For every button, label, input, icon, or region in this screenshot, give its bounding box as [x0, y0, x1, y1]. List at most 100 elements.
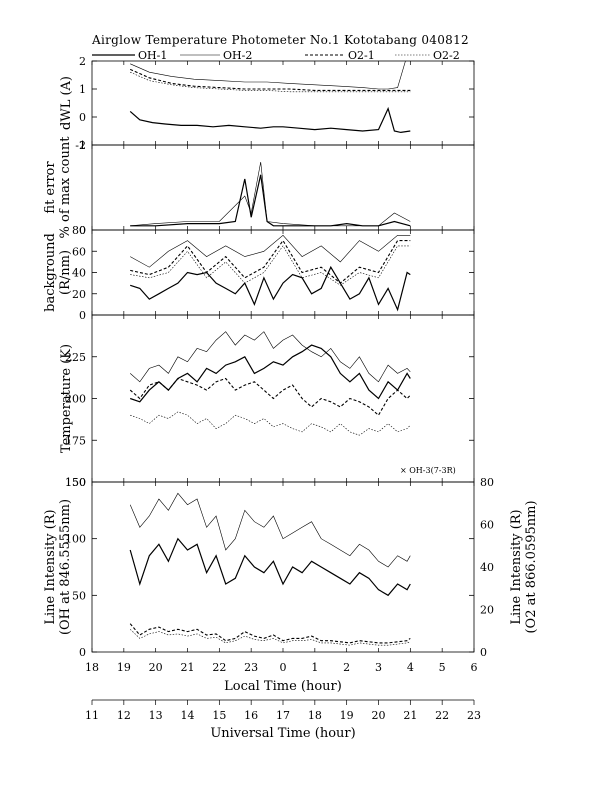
series-line-oh-2 — [130, 161, 411, 227]
local-time-tick-label: 2 — [343, 661, 350, 674]
local-time-tick-label: 21 — [181, 661, 195, 674]
series-line-o2-1 — [129, 377, 411, 417]
ut-tick-label: 18 — [308, 709, 322, 722]
y-tick-label: 80 — [72, 224, 86, 237]
y-axis-label: % of max count — [58, 136, 73, 239]
series-group — [129, 331, 411, 436]
chart-title: Airglow Temperature Photometer No.1 Koto… — [91, 33, 469, 47]
series-group — [130, 234, 411, 312]
ut-tick-label: 15 — [212, 709, 226, 722]
series-line-o2-2 — [130, 71, 411, 93]
y-tick-label: 20 — [72, 288, 86, 301]
series-line-oh-1 — [129, 106, 411, 134]
panel-frame — [91, 60, 475, 146]
series-line-o2-2 — [130, 411, 411, 436]
ut-tick-label: 12 — [117, 709, 131, 722]
y-tick-label: 100 — [65, 533, 86, 546]
panel-temp: 225 200 175 150 Temperature (K) × OH-3(7-3R) — [59, 314, 475, 489]
y-axis-label: (R/nm) — [58, 250, 73, 295]
ut-tick-label: 21 — [403, 709, 417, 722]
local-time-tick-label: 22 — [212, 661, 226, 674]
series-line-oh-1 — [130, 344, 411, 403]
local-time-tick-label: 18 — [85, 661, 99, 674]
series-line-o2-1 — [129, 68, 411, 91]
series-line-oh-2 — [130, 61, 411, 90]
panel-frame — [91, 481, 475, 653]
series-group — [130, 161, 411, 227]
y-axis-label: Temperature (K) — [59, 344, 74, 453]
y-axis-label: Line Intensity (R) — [43, 509, 58, 624]
series-line-o2-2 — [129, 629, 411, 646]
series-group — [129, 492, 411, 646]
y-tick-label: 150 — [65, 476, 86, 489]
y2-tick-label: 40 — [480, 561, 494, 574]
y-tick-label: 2 — [79, 55, 86, 68]
legend-oh1: OH-1 — [138, 49, 167, 62]
series-line-oh-2 — [130, 234, 411, 268]
local-time-tick-label: 23 — [244, 661, 258, 674]
ut-tick-label: 11 — [85, 709, 99, 722]
y-tick-label: 225 — [65, 351, 86, 364]
legend-o22: O2-2 — [433, 49, 460, 62]
x-axis-label-local: Local Time (hour) — [224, 679, 342, 694]
y-axis-label: fit error — [43, 161, 58, 214]
y-tick-label: 1 — [79, 83, 86, 96]
y2-tick-label: 20 — [480, 604, 494, 617]
y-axis-label: dWL (A) — [59, 76, 74, 130]
y-tick-label: -1 — [75, 139, 86, 152]
y-tick-label: 0 — [79, 224, 86, 237]
y-tick-label: 0 — [79, 309, 86, 322]
series-line-oh-2 — [129, 492, 411, 568]
local-time-tick-label: 1 — [311, 661, 318, 674]
series-line-o2-1 — [129, 623, 411, 644]
series-line-o2-1 — [130, 239, 411, 284]
local-time-tick-label: 5 — [439, 661, 446, 674]
series-line-oh-2 — [130, 331, 411, 383]
legend-o21: O2-1 — [348, 49, 375, 62]
y-tick-label: 200 — [65, 393, 86, 406]
y2-axis-label: Line Intensity (R) — [509, 509, 524, 624]
y-tick-label: 0 — [79, 111, 86, 124]
y2-tick-label: 80 — [480, 476, 494, 489]
ut-tick-label: 22 — [435, 709, 449, 722]
local-time-tick-label: 0 — [280, 661, 287, 674]
panel-frame — [91, 144, 475, 231]
annotation: × OH-3(7-3R) — [400, 466, 456, 475]
local-time-tick-label: 20 — [149, 661, 163, 674]
panel-frame — [91, 229, 475, 316]
y-tick-label: 60 — [72, 245, 86, 258]
y2-tick-label: 0 — [480, 646, 487, 659]
y-tick-label: 2 — [79, 139, 86, 152]
y-axis-label: (OH at 846.5555nm) — [58, 499, 73, 635]
ut-tick-label: 23 — [467, 709, 481, 722]
series-line-o2-2 — [130, 245, 411, 286]
series-line-oh-1 — [130, 174, 411, 227]
y-tick-label: 175 — [65, 434, 86, 447]
y-tick-label: 150 — [65, 476, 86, 489]
series-group — [129, 61, 411, 134]
legend-oh2: OH-2 — [223, 49, 252, 62]
series-line-oh-1 — [129, 537, 411, 597]
local-time-tick-label: 4 — [407, 661, 414, 674]
y2-tick-label: 60 — [480, 519, 494, 532]
legend: OH-1 OH-2 O2-1 O2-2 — [92, 49, 460, 62]
panel-bg: 80 60 40 20 0 background (R/nm) — [43, 224, 475, 322]
series-line-oh-1 — [130, 265, 411, 312]
ut-tick-label: 13 — [149, 709, 163, 722]
y-tick-label: 0 — [79, 646, 86, 659]
local-time-tick-label: 6 — [471, 661, 478, 674]
x-axis-label-ut: Universal Time (hour) — [210, 726, 355, 741]
y-tick-label: 40 — [72, 267, 86, 280]
ut-tick-label: 17 — [276, 709, 290, 722]
ut-tick-label: 14 — [181, 709, 195, 722]
y-tick-label: 50 — [72, 589, 86, 602]
ut-tick-label: 20 — [372, 709, 386, 722]
ut-tick-label: 16 — [244, 709, 258, 722]
y-axis-label: background — [43, 233, 58, 312]
ut-tick-label: 19 — [340, 709, 354, 722]
local-time-tick-label: 3 — [375, 661, 382, 674]
local-time-tick-label: 19 — [117, 661, 131, 674]
